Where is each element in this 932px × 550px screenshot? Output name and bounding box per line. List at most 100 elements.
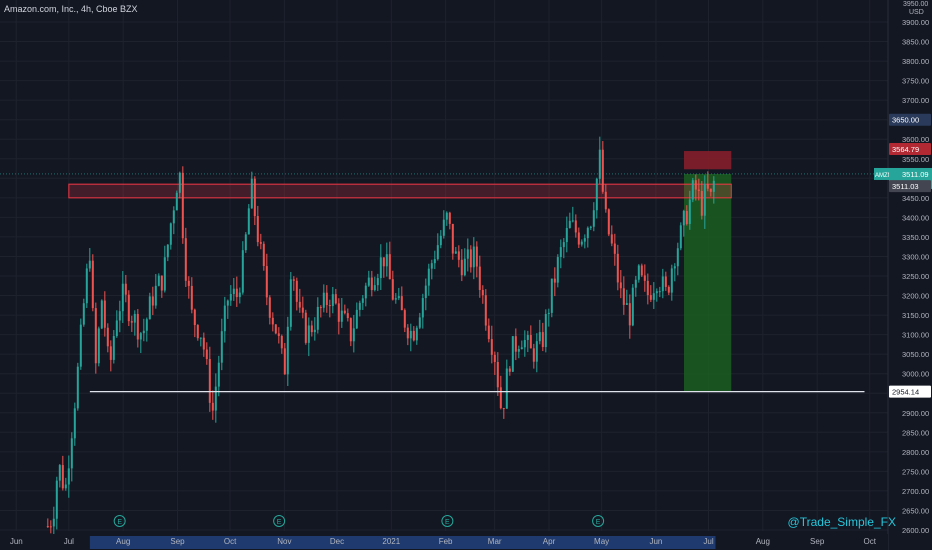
candle-body xyxy=(67,468,70,485)
candle-body xyxy=(310,325,313,333)
candle-body xyxy=(328,305,331,307)
overlay-lines[interactable] xyxy=(0,173,888,393)
resistance-zone[interactable] xyxy=(68,183,732,199)
candle-body xyxy=(73,408,76,439)
candle-body xyxy=(145,319,148,331)
candle-body xyxy=(613,243,616,254)
candle-body xyxy=(475,246,478,267)
time-tick-label: Aug xyxy=(756,537,770,546)
candle-body xyxy=(400,296,403,311)
candle-body xyxy=(295,280,298,302)
time-axis[interactable]: Jun Jul Aug Sep Oct Nov Dec 2021 Feb Mar Apr May Jun… xyxy=(0,534,888,550)
candle-body xyxy=(658,291,661,293)
candle-body xyxy=(85,268,88,304)
earnings-marker[interactable]: E xyxy=(273,515,286,527)
candle-body xyxy=(418,317,421,328)
candle-body xyxy=(661,276,664,292)
support-price-badge: 2954.14 xyxy=(892,388,919,397)
candle-body xyxy=(634,279,637,288)
candle-body xyxy=(190,285,193,310)
candle-body xyxy=(562,242,565,248)
earnings-circle xyxy=(273,515,286,527)
candle-body xyxy=(391,279,394,300)
candle-body xyxy=(532,348,535,362)
price-tick-label: 3300.00 xyxy=(902,252,929,261)
candle-body xyxy=(652,293,655,300)
candle-body xyxy=(565,227,568,243)
candle-body xyxy=(247,208,250,235)
candle-body xyxy=(424,285,427,299)
price-tick-label: 3200.00 xyxy=(902,292,929,301)
candle-body xyxy=(181,172,184,239)
candle-body xyxy=(352,328,355,342)
candle-body xyxy=(559,247,562,258)
candle-body xyxy=(478,266,481,290)
candle-body xyxy=(490,339,493,355)
candle-body xyxy=(385,254,388,267)
chart-title: Amazon.com, Inc., 4h, Cboe BZX xyxy=(4,4,138,14)
candle-body xyxy=(94,308,97,364)
candle-body xyxy=(697,189,700,191)
earnings-circle xyxy=(441,515,454,527)
candle-body xyxy=(580,241,583,245)
time-tick-label: Oct xyxy=(224,537,237,546)
candle-body xyxy=(454,251,457,254)
time-tick-label: Aug xyxy=(116,537,130,546)
candle-body xyxy=(484,295,487,326)
price-tick-top: 3950.00 xyxy=(903,1,928,8)
symbol-badge-bg xyxy=(874,167,890,180)
candle-body xyxy=(664,276,667,287)
candle-body xyxy=(187,280,190,286)
candle-body xyxy=(487,325,490,340)
candle-body xyxy=(298,301,301,308)
candle-body xyxy=(679,225,682,249)
candle-body xyxy=(214,386,217,411)
candle-body xyxy=(334,294,337,304)
price-tick-label: 3750.00 xyxy=(902,77,929,86)
price-tick-label: 3900.00 xyxy=(902,18,929,27)
time-tick-label: Jun xyxy=(649,537,662,546)
candle-body xyxy=(151,296,154,306)
earnings-marker[interactable]: E xyxy=(441,515,454,527)
earnings-marker[interactable]: E xyxy=(592,515,605,527)
candle-body xyxy=(142,330,145,334)
candle-body xyxy=(529,335,532,349)
price-tick-label: 3850.00 xyxy=(902,38,929,47)
earnings-marker[interactable]: E xyxy=(113,515,126,527)
candle-body xyxy=(286,326,289,375)
candle-body xyxy=(235,288,238,298)
candle-body xyxy=(223,305,226,332)
earnings-circle xyxy=(113,515,126,527)
candle-body xyxy=(202,337,205,350)
price-tick-label: 3100.00 xyxy=(902,331,929,340)
stop-loss-zone[interactable] xyxy=(683,151,732,170)
candle-body xyxy=(370,277,373,291)
candle-body xyxy=(574,220,577,233)
highlight-level-badge: 3650.00 xyxy=(892,116,919,125)
candle-body xyxy=(631,287,634,326)
candle-body xyxy=(457,251,460,260)
candle-body xyxy=(46,526,49,528)
time-tick-label: Sep xyxy=(810,537,825,546)
candle-body xyxy=(88,260,91,269)
candle-body xyxy=(682,210,685,226)
candle-body xyxy=(622,288,625,305)
time-tick-label: Feb xyxy=(439,537,453,546)
candle-body xyxy=(373,285,376,291)
candle-body xyxy=(232,288,235,295)
take-profit-zone[interactable] xyxy=(683,173,732,392)
candle-body xyxy=(523,339,526,348)
drawings[interactable] xyxy=(68,151,732,392)
candle-body xyxy=(526,335,529,340)
candle-body xyxy=(319,306,322,308)
candle-body xyxy=(577,232,580,245)
candle-body xyxy=(445,212,448,220)
candle-body xyxy=(283,348,286,375)
last-price-badge: 3511.09 xyxy=(902,170,929,179)
candle-body xyxy=(139,333,142,340)
highlight-level-badge-bg xyxy=(889,113,931,126)
candle-body xyxy=(217,362,220,387)
price-tick-label: 2750.00 xyxy=(902,467,929,476)
